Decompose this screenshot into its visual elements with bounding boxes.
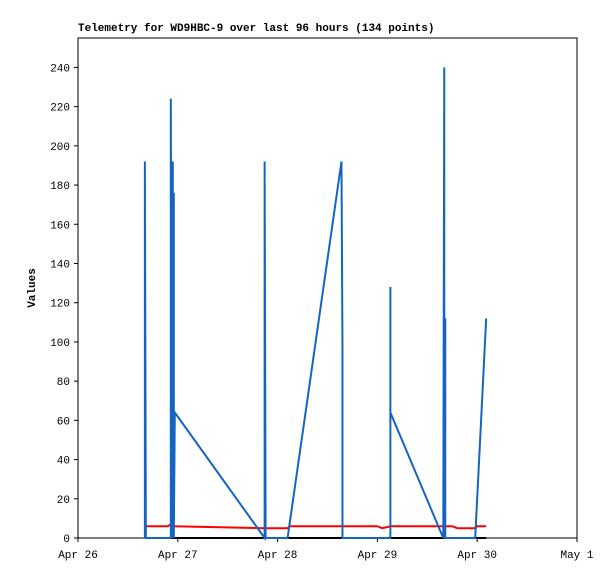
y-tick-label: 20 (57, 495, 70, 507)
series-line (143, 67, 488, 542)
x-tick-label: Apr 30 (457, 550, 497, 562)
y-tick-label: 220 (50, 103, 70, 115)
y-axis-label: Values (27, 268, 39, 308)
plot-frame (77, 37, 578, 539)
chart-title: Telemetry for WD9HBC-9 over last 96 hour… (78, 23, 434, 35)
y-tick-label: 240 (50, 63, 70, 75)
y-tick-label: 100 (50, 338, 70, 350)
x-tick-label: May 1 (560, 550, 593, 562)
y-tick-label: 0 (63, 534, 70, 546)
x-tick-label: Apr 29 (358, 550, 398, 562)
y-tick-label: 80 (57, 377, 70, 389)
y-tick-label: 180 (50, 181, 70, 193)
y-tick-label: 200 (50, 142, 70, 154)
y-tick-label: 140 (50, 259, 70, 271)
x-tick-label: Apr 26 (58, 550, 98, 562)
x-tick-label: Apr 27 (158, 550, 198, 562)
y-tick-label: 160 (50, 220, 70, 232)
x-tick-label: Apr 28 (258, 550, 298, 562)
y-tick-label: 120 (50, 299, 70, 311)
y-tick-label: 60 (57, 416, 70, 428)
y-tick-label: 40 (57, 456, 70, 468)
series-line (144, 523, 487, 530)
